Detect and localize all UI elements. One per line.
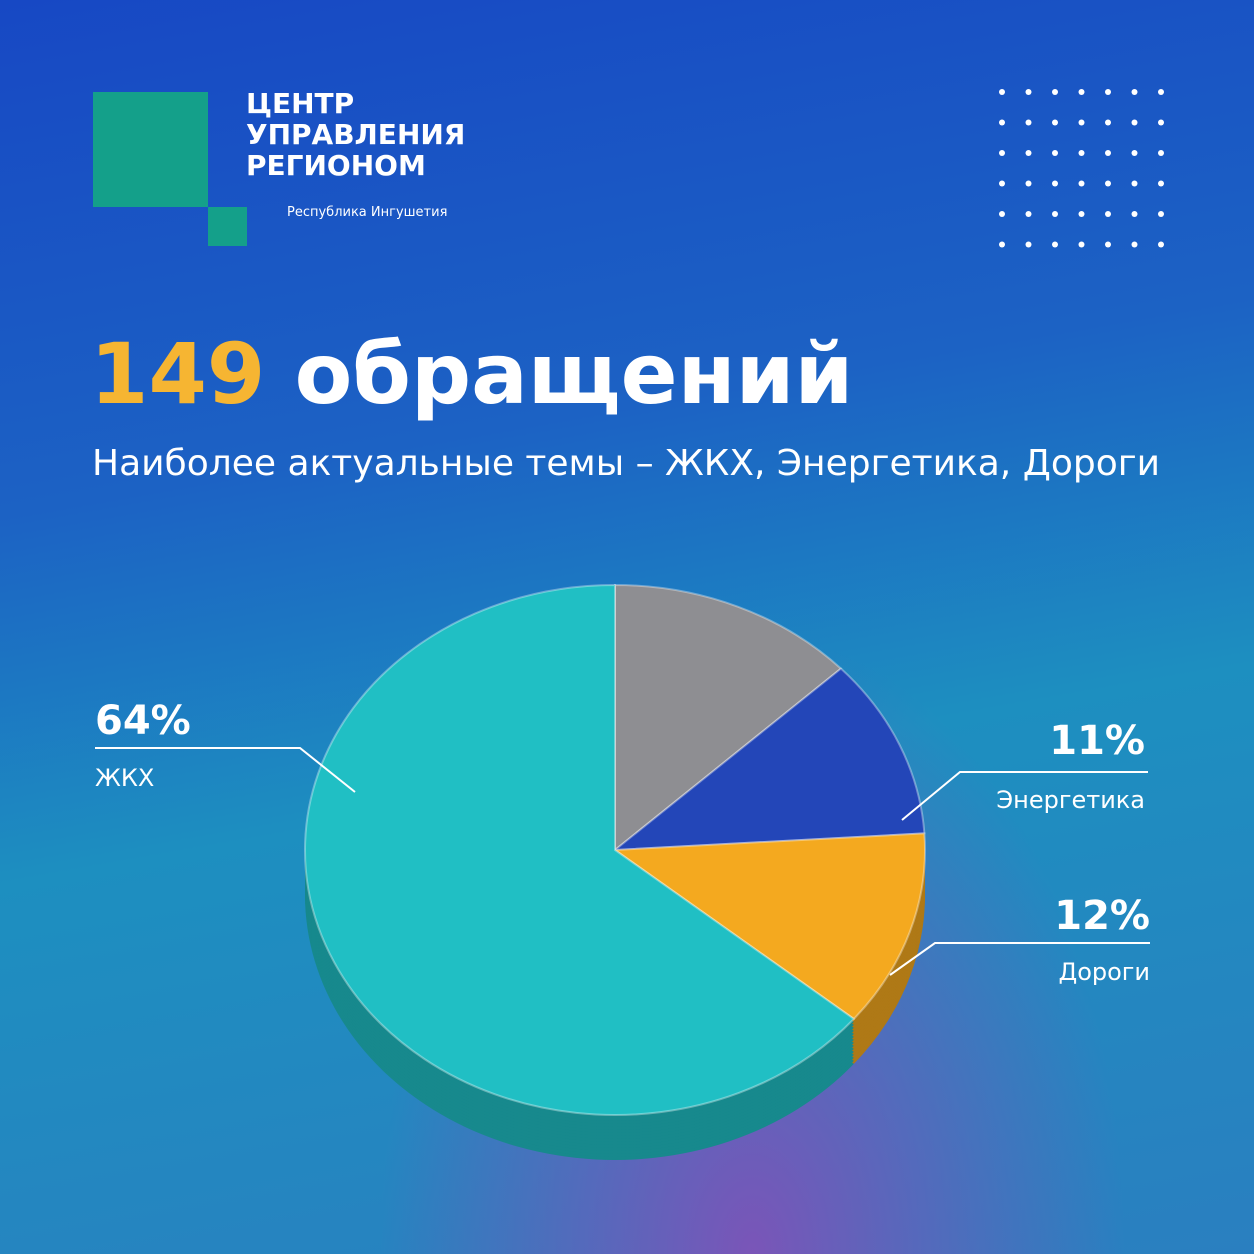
dot [999, 241, 1005, 248]
value-label: 11% [1049, 718, 1145, 764]
value-label: 64% [95, 698, 191, 744]
dot [1052, 211, 1058, 217]
logo-square [93, 92, 208, 207]
dot [1025, 241, 1032, 248]
pie: 11% Энергетика 12% Дороги 64% ЖКХ [95, 583, 1150, 1160]
dot [1131, 89, 1138, 95]
dot [999, 150, 1005, 156]
subtitle: Наиболее актуальные темы – ЖКХ, Энергети… [92, 443, 1160, 484]
dot [1078, 150, 1085, 156]
dot [1158, 180, 1164, 187]
dot [1025, 119, 1032, 126]
dot [1025, 89, 1032, 95]
dot [1131, 150, 1138, 156]
logo-square-small [208, 207, 247, 246]
logo-line: РЕГИОНОМ [246, 149, 426, 182]
title-word: обращений [295, 325, 854, 423]
title-count: 149 [90, 325, 265, 423]
dot [1131, 241, 1138, 248]
dot [1025, 180, 1032, 187]
dot [1052, 119, 1058, 126]
dot [1131, 119, 1138, 126]
dot [1131, 180, 1138, 187]
dot [999, 211, 1005, 217]
dot [1078, 241, 1085, 248]
dot [1105, 150, 1111, 156]
dot [1158, 119, 1164, 126]
dot [999, 180, 1005, 187]
logo-line: ЦЕНТР [246, 87, 354, 120]
dot [1052, 89, 1058, 95]
chart-title: 149 обращений [90, 325, 853, 423]
dot [1158, 150, 1164, 156]
dot [1052, 150, 1058, 156]
pie-slice [611, 667, 926, 852]
dot [1105, 211, 1111, 217]
dot [1078, 119, 1085, 126]
dots [999, 89, 1164, 248]
dot [999, 119, 1005, 126]
leader-line [95, 747, 356, 793]
dot [1052, 180, 1058, 187]
logo-region: Республика Ингушетия [287, 205, 447, 220]
dot [1158, 241, 1164, 248]
dot [1025, 211, 1032, 217]
dot [999, 89, 1005, 95]
value-label: 12% [1054, 893, 1150, 939]
dot [1158, 89, 1164, 95]
dot [1078, 180, 1085, 187]
pie-slice [612, 832, 926, 1021]
category-label: ЖКХ [95, 764, 154, 792]
dot [1105, 180, 1111, 187]
leader-line [901, 771, 1148, 821]
dot [1105, 89, 1111, 95]
dot [1105, 119, 1111, 126]
leader-line [889, 942, 1150, 976]
category-label: Дороги [1058, 958, 1150, 986]
dot [1158, 211, 1164, 217]
dot [1105, 241, 1111, 248]
dot [1078, 211, 1085, 217]
pie-slice [614, 583, 843, 853]
dot [1052, 241, 1058, 248]
category-label: Энергетика [996, 786, 1145, 814]
dot [1078, 89, 1085, 95]
logo-line: УПРАВЛЕНИЯ [246, 118, 465, 151]
pie-slice [304, 583, 856, 1116]
dot [1025, 150, 1032, 156]
dot [1131, 211, 1138, 217]
